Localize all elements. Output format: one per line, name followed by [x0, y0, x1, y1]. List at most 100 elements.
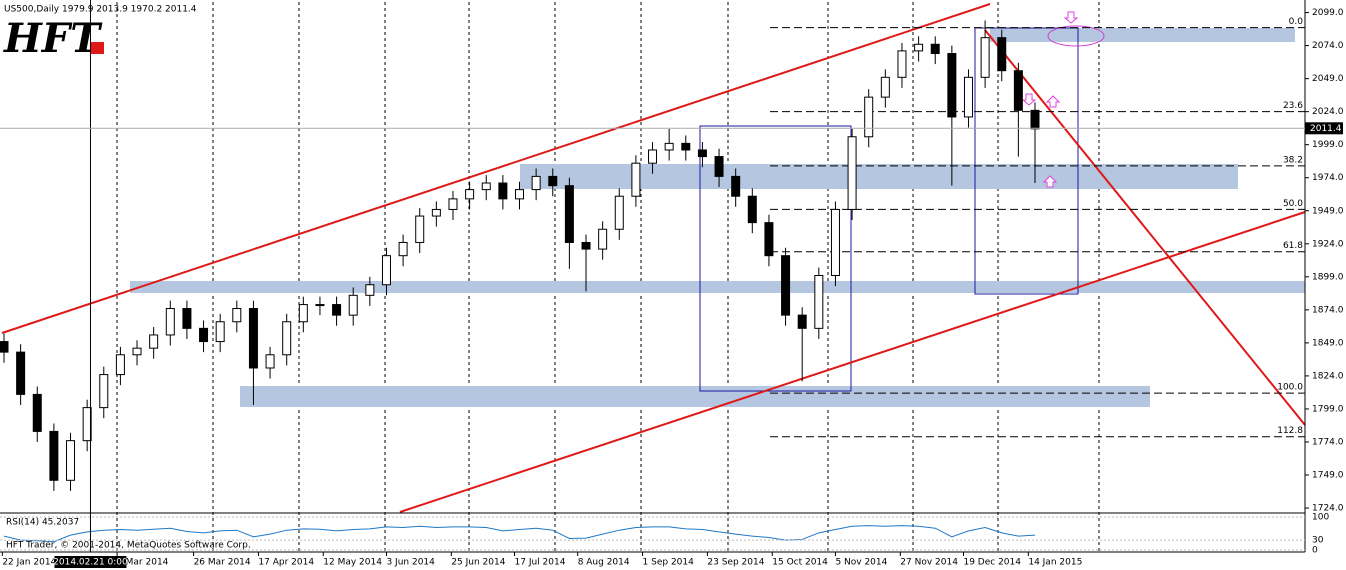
- crosshair-price: 2011.4: [1310, 124, 1342, 134]
- candle-body: [531, 175, 541, 191]
- candle-body: [947, 53, 957, 118]
- candle-body: [82, 407, 92, 442]
- candle-body: [465, 189, 475, 200]
- candle-body: [1013, 70, 1023, 111]
- y-tick-label: 1849.0: [1312, 338, 1344, 348]
- candle-body: [897, 50, 907, 78]
- candle-body: [381, 255, 391, 286]
- candle-body: [32, 393, 42, 432]
- candle-body: [814, 274, 824, 329]
- candle-body: [232, 308, 242, 323]
- x-tick-label: 15 Oct 2014: [772, 558, 828, 568]
- candle-body: [847, 136, 857, 210]
- candle-body: [0, 341, 9, 353]
- candle-body: [564, 185, 574, 243]
- candle-body: [348, 294, 358, 316]
- arrows: [1021, 11, 1079, 188]
- candle-body: [448, 198, 458, 210]
- candle-body: [431, 208, 441, 217]
- fib-label: 61.8: [1283, 241, 1303, 251]
- candle-body: [315, 304, 325, 307]
- rsi-line: [3, 525, 1036, 543]
- y-tick-label: 1949.0: [1312, 206, 1344, 216]
- logo: HFT: [3, 15, 103, 62]
- y-tick-label: 1749.0: [1312, 471, 1344, 481]
- x-tick-label: 25 Jun 2014: [451, 558, 505, 568]
- candle-body: [747, 195, 757, 224]
- candle-body: [980, 37, 990, 78]
- x-tick-label: 1 Sep 2014: [643, 558, 695, 568]
- candle-body: [365, 284, 375, 296]
- candle-body: [548, 175, 558, 187]
- fib-label: 38.2: [1283, 155, 1303, 165]
- x-tick-label: 19 Dec 2014: [963, 558, 1021, 568]
- candle-body: [697, 149, 707, 158]
- candle-body: [515, 189, 524, 200]
- x-tick-label: 8 Aug 2014: [578, 558, 630, 568]
- candle-body: [914, 43, 924, 52]
- candle-body: [182, 308, 192, 329]
- fib-label: 50.0: [1283, 199, 1303, 209]
- candle-body: [298, 304, 308, 323]
- candle-body: [16, 351, 26, 395]
- x-tick-label: 7 Mar 2014: [117, 558, 169, 568]
- logo-dot: [90, 42, 104, 54]
- y-tick-label: 1974.0: [1312, 173, 1344, 183]
- candle-body: [648, 149, 658, 164]
- candle-body: [498, 182, 508, 200]
- candle-body: [481, 182, 491, 191]
- candle-body: [1030, 109, 1040, 130]
- rsi-tick-label: 30: [1312, 536, 1324, 546]
- candle-body: [332, 304, 342, 316]
- x-tick-label: 14 Jan 2015: [1028, 558, 1082, 568]
- rsi-tick-label: 100: [1312, 513, 1329, 523]
- candle-body: [282, 321, 292, 356]
- crosshair-price-box: [1305, 122, 1343, 135]
- candle-body: [199, 327, 209, 343]
- y-tick-label: 2074.0: [1312, 41, 1344, 51]
- candle-body: [764, 222, 774, 257]
- rsi-tick-label: 0: [1312, 546, 1318, 556]
- copyright: HFT Trader, © 2001-2014, MetaQuotes Soft…: [6, 541, 251, 551]
- candle-body: [797, 314, 807, 329]
- x-tick-label: 5 Nov 2014: [835, 558, 887, 568]
- y-tick-label: 1899.0: [1312, 272, 1344, 282]
- x-tick-label: 17 Apr 2014: [258, 558, 314, 568]
- candle-body: [997, 37, 1007, 72]
- candle-body: [49, 430, 59, 481]
- y-tick-label: 1874.0: [1312, 305, 1344, 315]
- x-tick-label: 23 Sep 2014: [707, 558, 764, 568]
- candle-body: [714, 156, 724, 177]
- candle-body: [581, 241, 591, 250]
- candle-body: [248, 308, 258, 369]
- rsi-title: RSI(14) 45.2037: [6, 518, 79, 528]
- candle-body: [265, 354, 275, 369]
- y-tick-label: 1724.0: [1312, 504, 1344, 514]
- candle-body: [99, 374, 109, 409]
- plot: [0, 20, 1305, 543]
- candle-body: [864, 96, 874, 138]
- candle-body: [963, 76, 973, 118]
- chart-title: US500,Daily 1979.9 2013.9 1970.2 2011.4: [4, 5, 197, 15]
- candle-body: [631, 162, 641, 197]
- y-tick-label: 1924.0: [1312, 239, 1344, 249]
- candle-body: [664, 142, 674, 151]
- y-tick-label: 2024.0: [1312, 107, 1344, 117]
- x-tick-label: 12 May 2014: [323, 558, 382, 568]
- candle-body: [165, 308, 175, 336]
- candle-body: [415, 215, 425, 243]
- y-tick-label: 1999.0: [1312, 140, 1344, 150]
- candle-body: [781, 255, 791, 316]
- candle-body: [880, 76, 890, 98]
- x-tick-label: 27 Nov 2014: [900, 558, 958, 568]
- y-tick-label: 1799.0: [1312, 404, 1344, 414]
- crosshair-time-box: [54, 556, 127, 568]
- x-tick-label: 17 Jul 2014: [515, 558, 566, 568]
- y-tick-label: 1824.0: [1312, 371, 1344, 381]
- highlight-ellipse: [1047, 25, 1105, 47]
- candle-body: [930, 43, 940, 55]
- fib-label: 112.8: [1277, 426, 1303, 436]
- candle-body: [215, 321, 225, 343]
- candle-body: [830, 208, 840, 276]
